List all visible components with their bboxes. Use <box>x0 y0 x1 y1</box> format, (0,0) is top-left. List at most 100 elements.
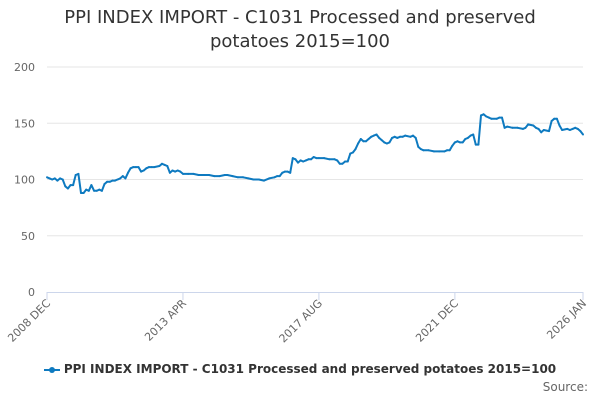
data-point[interactable] <box>522 128 524 130</box>
data-point[interactable] <box>323 157 325 159</box>
data-point[interactable] <box>470 135 472 137</box>
data-point[interactable] <box>132 166 134 168</box>
data-point[interactable] <box>574 127 576 129</box>
data-point[interactable] <box>328 158 330 160</box>
data-point[interactable] <box>237 176 239 178</box>
data-point[interactable] <box>525 127 527 129</box>
data-point[interactable] <box>179 171 181 173</box>
data-point[interactable] <box>96 190 98 192</box>
data-point[interactable] <box>182 173 184 175</box>
data-point[interactable] <box>164 164 166 166</box>
data-point[interactable] <box>213 175 215 177</box>
data-point[interactable] <box>148 166 150 168</box>
data-point[interactable] <box>313 156 315 158</box>
data-point[interactable] <box>376 134 378 136</box>
data-point[interactable] <box>308 158 310 160</box>
data-point[interactable] <box>334 158 336 160</box>
data-point[interactable] <box>302 161 304 163</box>
data-point[interactable] <box>417 146 419 148</box>
data-point[interactable] <box>305 159 307 161</box>
data-point[interactable] <box>51 179 53 181</box>
data-point[interactable] <box>64 185 66 187</box>
data-point[interactable] <box>114 180 116 182</box>
data-point[interactable] <box>161 163 163 165</box>
data-point[interactable] <box>352 152 354 154</box>
data-point[interactable] <box>339 163 341 165</box>
data-point[interactable] <box>540 131 542 133</box>
data-point[interactable] <box>80 192 82 194</box>
data-point[interactable] <box>77 173 79 175</box>
data-point[interactable] <box>153 166 155 168</box>
data-point[interactable] <box>93 190 95 192</box>
data-point[interactable] <box>158 165 160 167</box>
data-point[interactable] <box>572 128 574 130</box>
data-point[interactable] <box>409 136 411 138</box>
data-point[interactable] <box>104 183 106 185</box>
data-point[interactable] <box>472 134 474 136</box>
data-point[interactable] <box>310 158 312 160</box>
data-point[interactable] <box>85 189 87 191</box>
data-point[interactable] <box>454 141 456 143</box>
data-point[interactable] <box>362 140 364 142</box>
data-point[interactable] <box>381 139 383 141</box>
data-point[interactable] <box>232 175 234 177</box>
data-point[interactable] <box>467 137 469 139</box>
data-point[interactable] <box>46 176 48 178</box>
data-point[interactable] <box>582 134 584 136</box>
data-point[interactable] <box>101 190 103 192</box>
data-point[interactable] <box>117 179 119 181</box>
data-point[interactable] <box>491 118 493 120</box>
data-point[interactable] <box>219 175 221 177</box>
data-point[interactable] <box>72 184 74 186</box>
data-point[interactable] <box>378 137 380 139</box>
data-point[interactable] <box>394 136 396 138</box>
data-point[interactable] <box>412 135 414 137</box>
data-point[interactable] <box>315 157 317 159</box>
data-point[interactable] <box>279 175 281 177</box>
data-point[interactable] <box>355 148 357 150</box>
data-point[interactable] <box>368 138 370 140</box>
data-point[interactable] <box>263 180 265 182</box>
data-point[interactable] <box>386 143 388 145</box>
data-point[interactable] <box>192 173 194 175</box>
data-point[interactable] <box>56 180 58 182</box>
data-point[interactable] <box>151 166 153 168</box>
data-point[interactable] <box>111 180 113 182</box>
data-point[interactable] <box>54 177 56 179</box>
legend[interactable]: PPI INDEX IMPORT - C1031 Processed and p… <box>0 362 600 376</box>
data-point[interactable] <box>242 176 244 178</box>
data-point[interactable] <box>344 161 346 163</box>
data-point[interactable] <box>253 179 255 181</box>
data-point[interactable] <box>284 171 286 173</box>
data-point[interactable] <box>83 192 85 194</box>
data-point[interactable] <box>399 136 401 138</box>
data-point[interactable] <box>187 173 189 175</box>
data-point[interactable] <box>517 127 519 129</box>
data-point[interactable] <box>396 137 398 139</box>
data-point[interactable] <box>90 184 92 186</box>
data-point[interactable] <box>258 179 260 181</box>
data-point[interactable] <box>336 159 338 161</box>
data-point[interactable] <box>446 149 448 151</box>
data-point[interactable] <box>501 117 503 119</box>
data-point[interactable] <box>449 149 451 151</box>
data-point[interactable] <box>527 123 529 125</box>
data-point[interactable] <box>287 171 289 173</box>
data-point[interactable] <box>475 144 477 146</box>
data-point[interactable] <box>98 189 100 191</box>
data-point[interactable] <box>559 125 561 127</box>
data-point[interactable] <box>247 177 249 179</box>
data-point[interactable] <box>457 140 459 142</box>
data-point[interactable] <box>504 127 506 129</box>
data-point[interactable] <box>347 161 349 163</box>
data-point[interactable] <box>208 174 210 176</box>
data-point[interactable] <box>451 145 453 147</box>
data-point[interactable] <box>143 170 145 172</box>
series-line[interactable] <box>47 114 583 193</box>
data-point[interactable] <box>274 176 276 178</box>
data-point[interactable] <box>177 170 179 172</box>
data-point[interactable] <box>402 136 404 138</box>
data-point[interactable] <box>318 157 320 159</box>
data-point[interactable] <box>459 141 461 143</box>
data-point[interactable] <box>538 128 540 130</box>
